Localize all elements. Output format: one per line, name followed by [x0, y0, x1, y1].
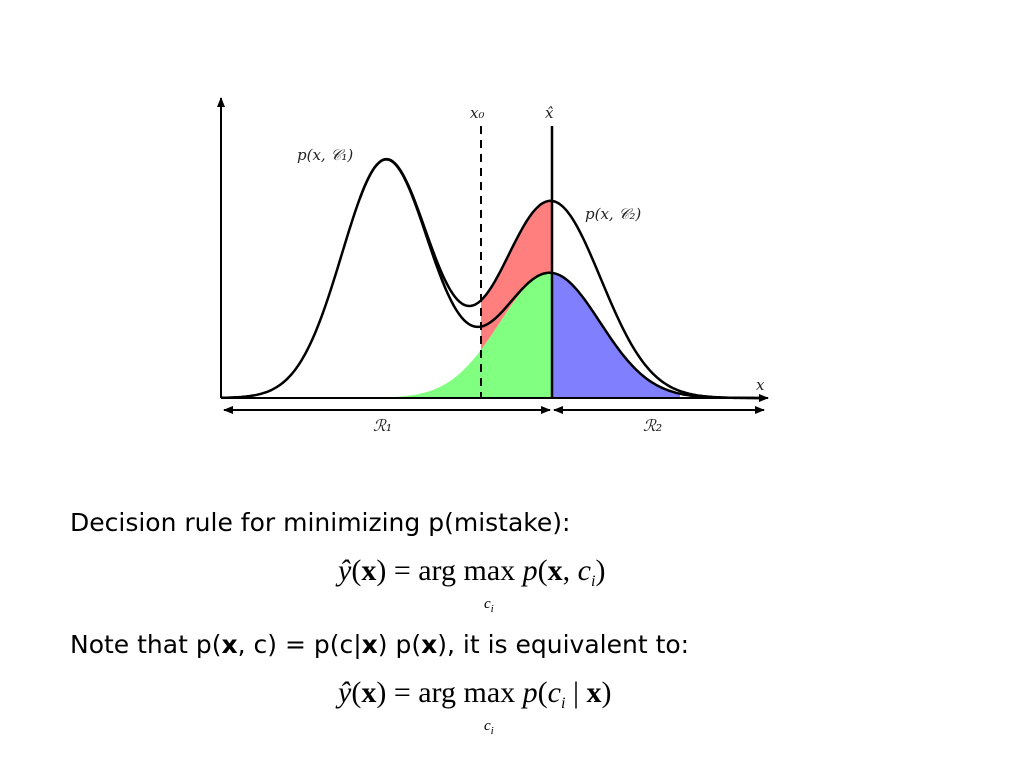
- x0-label: x₀: [470, 104, 484, 122]
- pc1-label: p(x, 𝒞₁): [297, 146, 353, 164]
- xhat-label: x̂: [545, 104, 554, 122]
- r1-label: ℛ₁: [373, 416, 392, 435]
- equation-posterior: ŷ(x) = arg max p(ci | x): [338, 676, 612, 712]
- red-error-region: [481, 200, 552, 350]
- curve-p-x-c2: [358, 158, 762, 400]
- equation-joint-subscript: ci: [484, 596, 494, 615]
- green-error-region: [300, 273, 552, 398]
- decision-boundary-diagram: x₀ x̂ p(x, 𝒞₁) p(x, 𝒞₂) x ℛ₁ ℛ₂: [217, 97, 769, 435]
- r2-label: ℛ₂: [643, 416, 662, 435]
- curve-p-x-c1: [221, 157, 762, 400]
- equation-posterior-subscript: ci: [484, 718, 494, 737]
- blue-error-region: [552, 273, 680, 398]
- x-axis-label: x: [756, 376, 765, 394]
- equation-joint: ŷ(x) = arg max p(x, ci): [338, 554, 606, 590]
- decision-rule-text: Decision rule for minimizing p(mistake):: [70, 508, 571, 537]
- note-text: Note that p(x, c) = p(c|x) p(x), it is e…: [70, 630, 690, 659]
- pc2-label: p(x, 𝒞₂): [585, 205, 641, 223]
